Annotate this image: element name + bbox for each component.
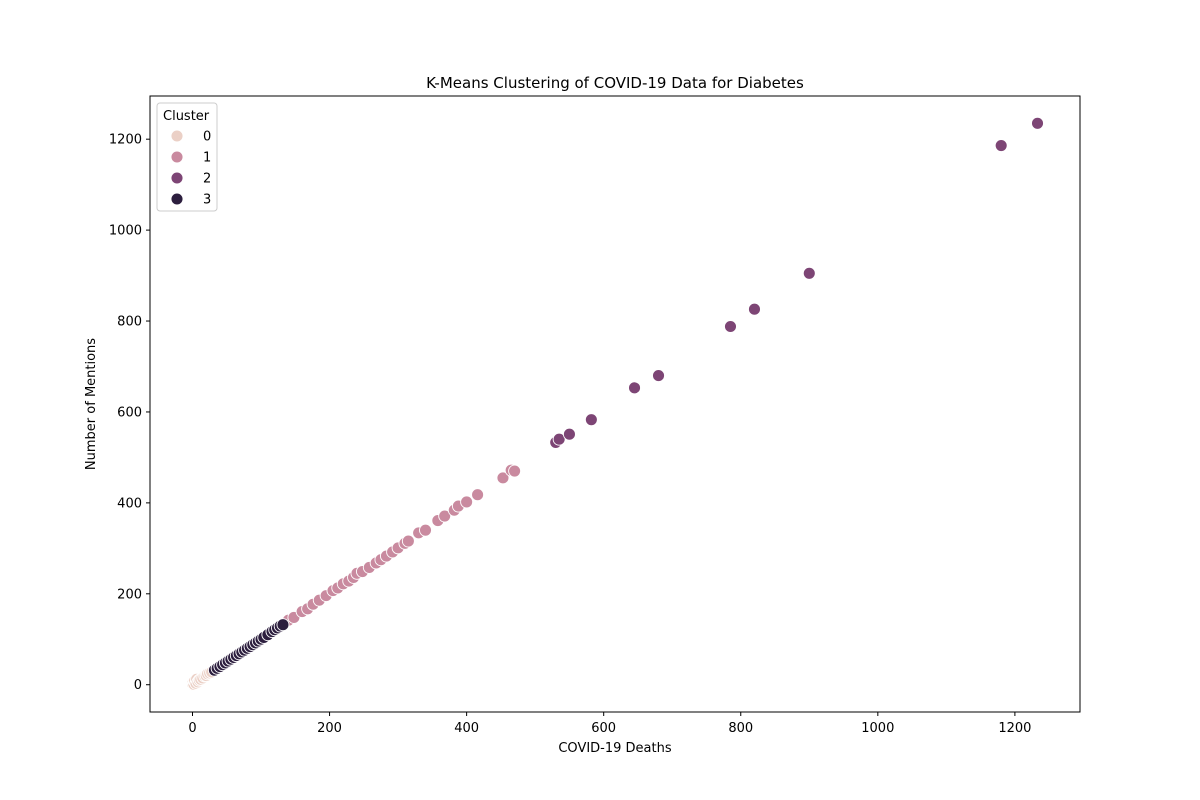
data-point: [724, 320, 737, 333]
x-tick-label: 600: [591, 721, 616, 736]
y-tick-label: 1000: [109, 224, 142, 239]
x-tick-label: 1000: [861, 721, 894, 736]
data-point: [652, 369, 665, 383]
data-point: [1031, 116, 1044, 130]
legend-label: 2: [203, 172, 211, 187]
data-point: [401, 534, 415, 548]
data-point: [508, 464, 522, 478]
data-point: [584, 413, 598, 427]
x-axis-label: COVID-19 Deaths: [558, 741, 671, 756]
legend-marker: [170, 192, 184, 206]
legend-title: Cluster: [163, 109, 210, 124]
x-tick-label: 400: [454, 721, 479, 736]
legend-label: 0: [203, 130, 211, 145]
y-tick-label: 0: [134, 678, 142, 693]
legend-label: 1: [203, 151, 211, 166]
x-tick-label: 0: [188, 721, 196, 736]
x-tick-label: 800: [728, 721, 753, 736]
data-point: [471, 488, 485, 502]
y-axis: 0 200 400 600 800 1000 1200: [109, 133, 150, 693]
y-tick-label: 800: [117, 315, 142, 330]
chart-title: K-Means Clustering of COVID-19 Data for …: [426, 74, 804, 92]
legend-marker: [170, 150, 184, 164]
legend: Cluster 0 1 2 3: [156, 102, 218, 212]
plot-frame: [149, 95, 1081, 713]
data-point: [438, 509, 452, 523]
y-tick-label: 1200: [109, 133, 142, 148]
legend-items: 0 1 2 3: [170, 129, 211, 208]
data-point: [552, 432, 566, 446]
data-point: [419, 523, 432, 537]
y-tick-label: 600: [117, 405, 142, 420]
data-point: [748, 302, 761, 316]
x-axis: 0 200 400 600 800 1000 1200: [188, 712, 1031, 736]
data-point: [460, 495, 474, 509]
legend-box: [156, 102, 218, 212]
data-point: [628, 381, 641, 395]
x-tick-label: 1200: [998, 721, 1031, 736]
points-layer: [186, 116, 1044, 692]
data-point: [562, 427, 576, 441]
data-point: [994, 139, 1008, 153]
data-point: [276, 618, 290, 632]
legend-marker: [170, 129, 184, 143]
y-axis-label: Number of Mentions: [84, 338, 99, 470]
y-tick-label: 200: [117, 587, 142, 602]
data-point: [496, 471, 510, 485]
x-tick-label: 200: [317, 721, 342, 736]
y-tick-label: 400: [117, 496, 142, 511]
legend-label: 3: [203, 193, 211, 208]
data-point: [802, 266, 816, 280]
legend-marker: [170, 171, 184, 185]
